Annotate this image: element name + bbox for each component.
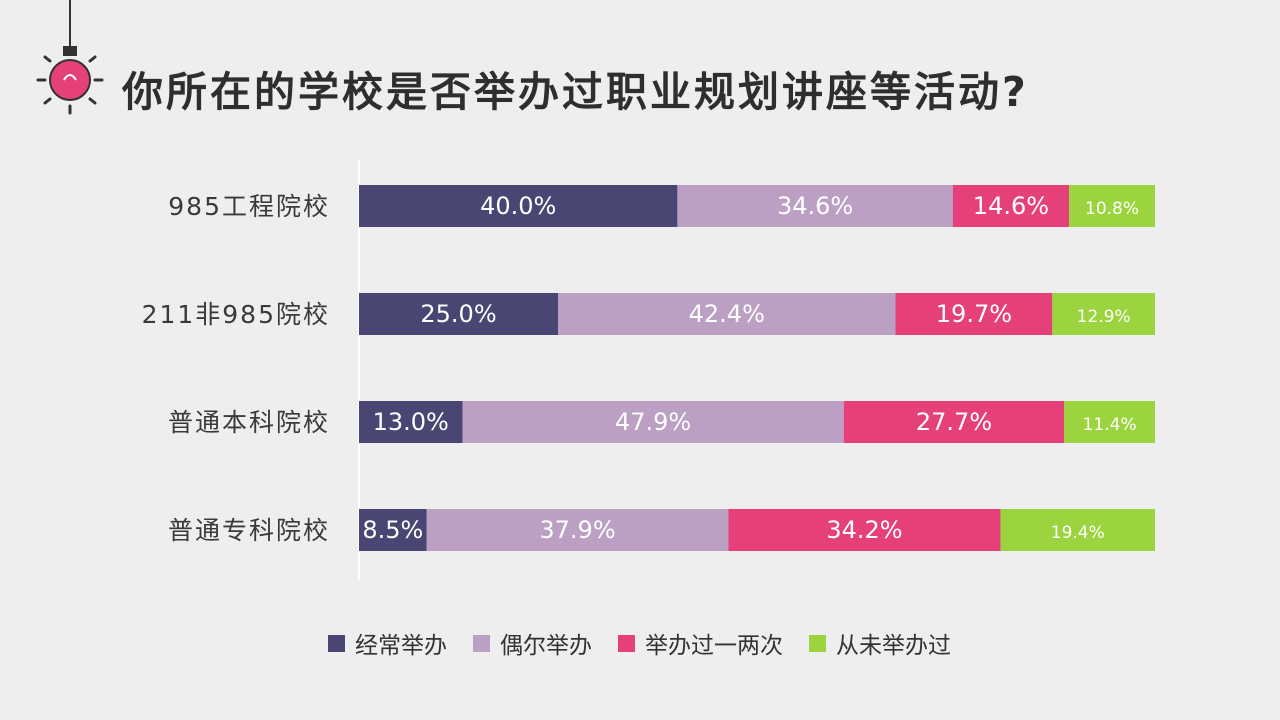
legend-swatch [809, 634, 826, 652]
bar-data-label: 8.5% [362, 516, 423, 544]
bar-data-label: 10.8% [1085, 199, 1139, 219]
bar-segment [952, 185, 1070, 227]
legend-label: 经常举办 [355, 633, 447, 659]
bar-data-label: 25.0% [420, 300, 496, 328]
bar-segment [895, 293, 1053, 335]
lightbulb-icon [36, 0, 104, 115]
category-label: 普通专科院校 [168, 516, 330, 545]
bar-segment [843, 401, 1065, 443]
legend-label: 偶尔举办 [500, 633, 592, 659]
bar-segment [359, 401, 463, 443]
bar-segment [1052, 293, 1155, 335]
legend-item: 举办过一两次 [618, 626, 783, 660]
bar-data-label: 42.4% [689, 300, 765, 328]
legend-item: 偶尔举办 [473, 626, 592, 660]
category-label: 211非985院校 [142, 300, 330, 329]
bar-segment [1069, 185, 1155, 227]
bar-segment [426, 509, 729, 551]
bar-segment [728, 509, 1001, 551]
bar-segment [677, 185, 953, 227]
bar-data-label: 12.9% [1077, 307, 1131, 327]
bar-segment [558, 293, 896, 335]
bar-data-label: 14.6% [973, 192, 1049, 220]
legend-swatch [618, 634, 635, 652]
bar-segment [462, 401, 844, 443]
bar-data-label: 37.9% [539, 516, 615, 544]
legend-swatch [473, 634, 490, 652]
bar-segment [1064, 401, 1155, 443]
bar-data-label: 40.0% [480, 192, 556, 220]
bar-data-label: 27.7% [916, 408, 992, 436]
bar-data-label: 11.4% [1083, 415, 1137, 435]
bar-data-label: 19.4% [1051, 523, 1105, 543]
legend-item: 经常举办 [328, 626, 447, 660]
category-label: 普通本科院校 [168, 408, 330, 437]
bar-data-label: 19.7% [936, 300, 1012, 328]
bar-data-label: 13.0% [373, 408, 449, 436]
legend-item: 从未举办过 [809, 626, 951, 660]
legend-label: 从未举办过 [836, 633, 951, 659]
bar-data-label: 34.2% [826, 516, 902, 544]
bar-segment [359, 185, 678, 227]
legend: 经常举办 偶尔举办 举办过一两次 从未举办过 [328, 626, 951, 660]
legend-swatch [328, 634, 345, 652]
bar-segment [359, 293, 558, 335]
bar-data-label: 34.6% [777, 192, 853, 220]
chart-title: 你所在的学校是否举办过职业规划讲座等活动? [122, 68, 1029, 116]
bar-segment [1000, 509, 1155, 551]
category-label: 985工程院校 [168, 192, 330, 221]
bar-segment [359, 509, 427, 551]
legend-label: 举办过一两次 [645, 633, 783, 659]
bar-data-label: 47.9% [615, 408, 691, 436]
